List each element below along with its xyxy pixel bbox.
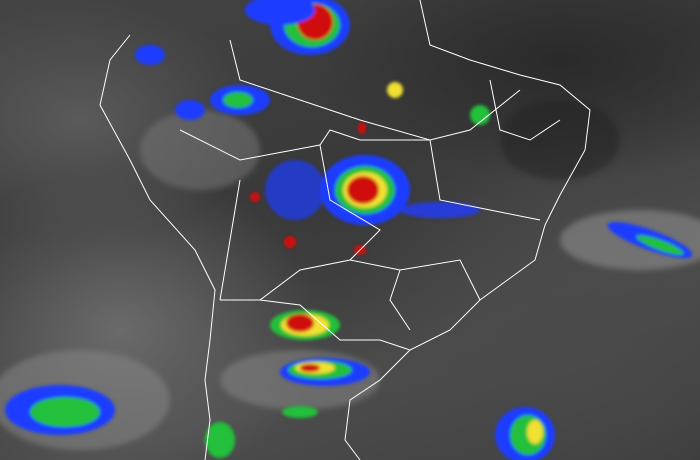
storm-cell xyxy=(280,358,370,386)
storm-cell xyxy=(270,310,340,340)
coastline xyxy=(99,34,216,460)
storm-cell xyxy=(5,385,115,435)
border-line xyxy=(389,269,411,331)
border-line xyxy=(219,179,241,301)
border-line xyxy=(489,79,561,141)
storm-cell xyxy=(320,155,410,225)
convective-clouds xyxy=(5,0,693,460)
border-line xyxy=(349,259,481,301)
storm-cell xyxy=(495,407,555,460)
coastline xyxy=(344,0,591,460)
border-line xyxy=(319,129,541,221)
border-line xyxy=(229,39,521,141)
border-line xyxy=(259,299,411,351)
border-line xyxy=(179,129,381,301)
borders xyxy=(99,0,591,460)
